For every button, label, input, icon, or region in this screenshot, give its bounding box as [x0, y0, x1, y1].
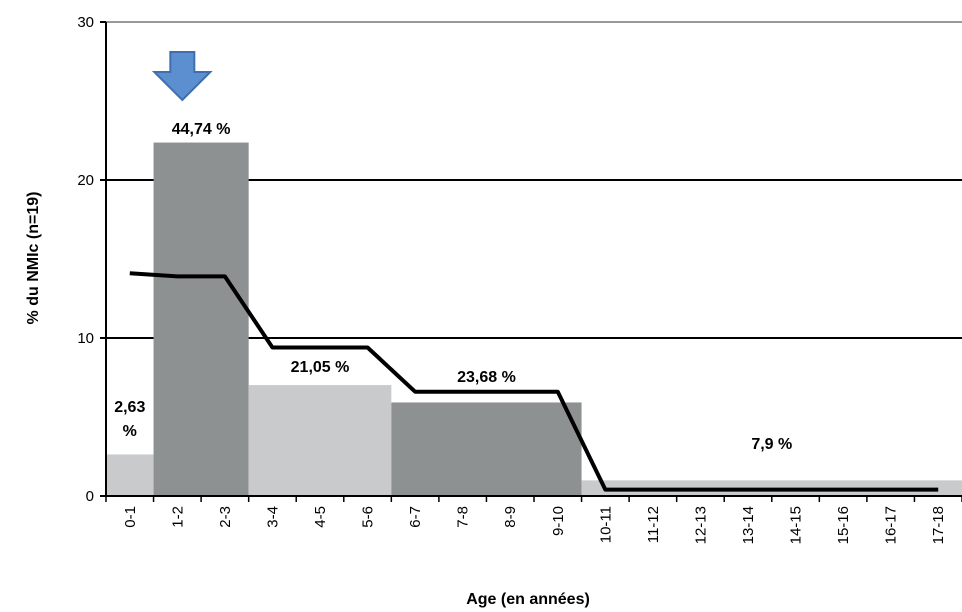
x-tick-label: 17-18 [930, 506, 947, 544]
y-tick-label: 20 [77, 172, 94, 189]
x-tick-label: 1-2 [169, 506, 186, 528]
x-tick-labels: 0-1 1-2 2-3 3-4 4-5 5-6 6-7 7-8 8-9 9-10 10-11 11-1… [122, 506, 947, 544]
bar-group-3 [391, 402, 582, 496]
axes [100, 21, 962, 502]
x-tick-label: 16-17 [883, 506, 900, 544]
bar-group-2 [248, 385, 392, 496]
trend-line-path [129, 271, 939, 492]
x-tick-label: 2-3 [217, 506, 234, 528]
x-tick-label: 4-5 [312, 506, 329, 528]
data-labels: 2,63 % 44,74 % 21,05 % 23,68 % 7,9 % [114, 121, 792, 453]
x-tick-label: 10-11 [597, 506, 614, 543]
trend-line [129, 271, 939, 492]
y-tick-label: 0 [86, 488, 94, 505]
down-arrow-shape [151, 51, 213, 102]
x-tick-label: 5-6 [360, 506, 377, 528]
data-label-0: 2,63% [114, 399, 145, 440]
y-tick-labels: 0 10 20 30 [77, 14, 94, 505]
data-label-4: 7,9 % [751, 436, 792, 453]
bars [106, 142, 962, 496]
down-arrow-icon [151, 51, 213, 102]
x-tick-label: 15-16 [835, 506, 852, 544]
x-tick-label: 11-12 [645, 506, 662, 543]
y-tick-label: 10 [77, 330, 94, 347]
data-label-3: 23,68 % [457, 369, 516, 386]
x-tick-label: 7-8 [455, 506, 472, 528]
y-tick-label: 30 [77, 14, 94, 31]
data-label-1: 44,74 % [172, 121, 231, 138]
data-label-2: 21,05 % [291, 359, 350, 376]
x-tick-label: 8-9 [502, 506, 519, 528]
x-tick-label: 12-13 [692, 506, 709, 544]
x-tick-label: 9-10 [550, 506, 567, 536]
x-axis-title: Age (en années) [466, 591, 590, 608]
bar-group-1 [153, 142, 249, 496]
x-tick-label: 3-4 [264, 506, 281, 528]
x-tick-label: 0-1 [122, 506, 139, 528]
x-tick-label: 6-7 [407, 506, 424, 528]
x-tick-label: 13-14 [740, 506, 757, 544]
bar-group-0 [106, 454, 154, 496]
y-axis-title: % du NMIc (n=19) [25, 192, 42, 325]
x-tick-label: 14-15 [788, 506, 805, 544]
